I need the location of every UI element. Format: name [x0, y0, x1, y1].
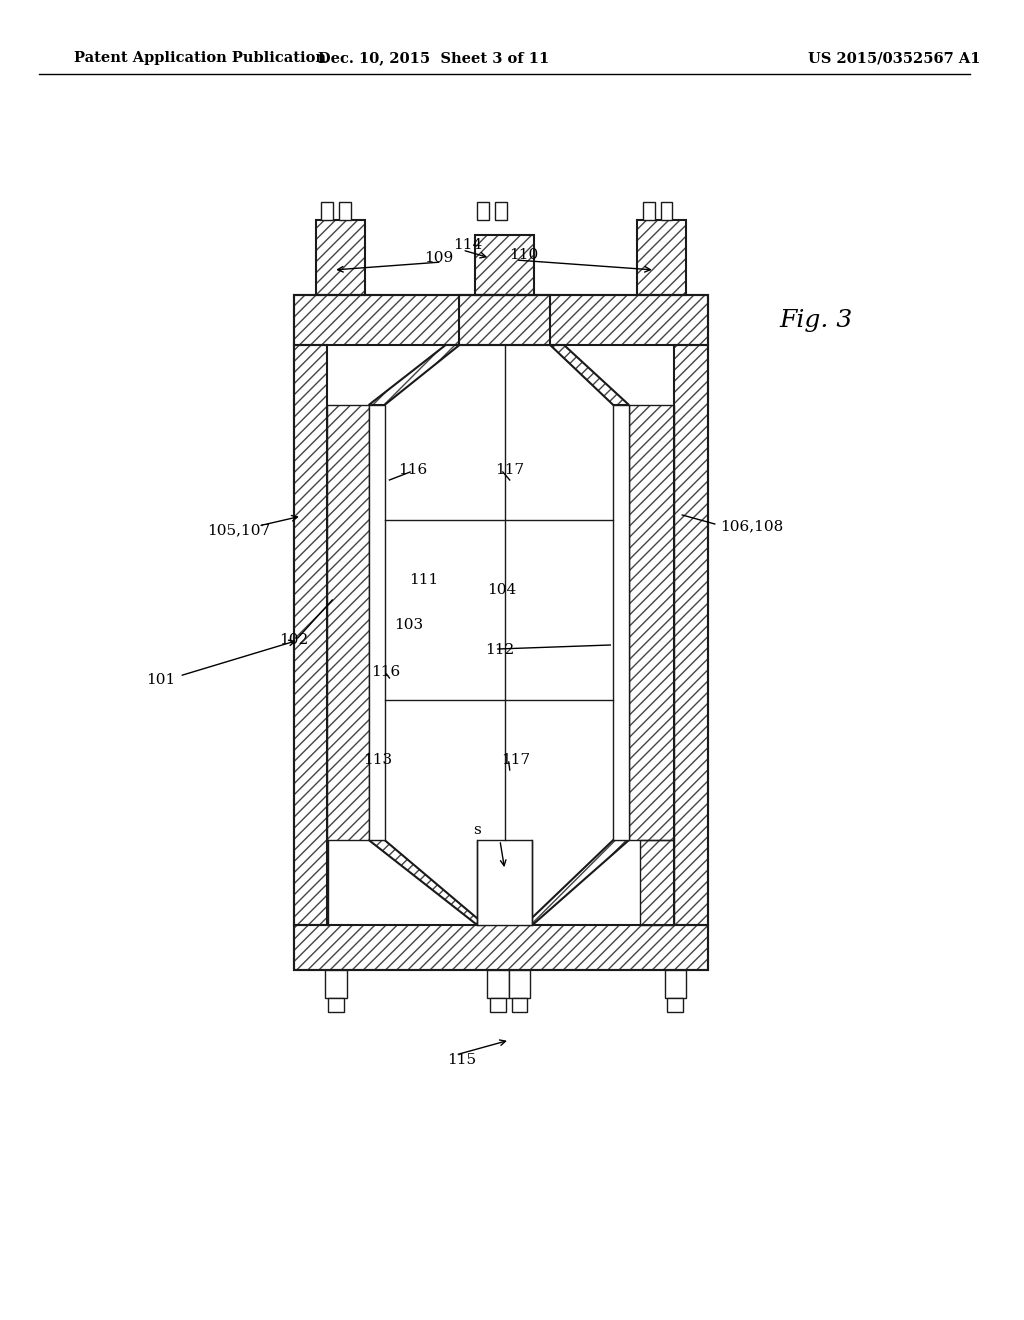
- Bar: [294, 345, 328, 925]
- Bar: [509, 970, 530, 998]
- Text: s: s: [473, 822, 481, 837]
- Polygon shape: [524, 840, 629, 925]
- Bar: [495, 202, 507, 220]
- Bar: [487, 970, 509, 998]
- Text: Patent Application Publication: Patent Application Publication: [74, 51, 326, 65]
- Text: 112: 112: [485, 643, 514, 657]
- Text: 113: 113: [362, 752, 392, 767]
- Bar: [490, 998, 506, 1012]
- Text: 103: 103: [394, 618, 424, 632]
- Bar: [329, 998, 344, 1012]
- Text: 109: 109: [424, 251, 454, 265]
- Bar: [460, 294, 550, 345]
- Text: 115: 115: [447, 1053, 477, 1067]
- Text: 117: 117: [495, 463, 524, 477]
- Bar: [675, 345, 708, 925]
- Bar: [640, 840, 675, 925]
- Bar: [328, 405, 369, 840]
- Bar: [477, 202, 489, 220]
- Bar: [294, 294, 708, 345]
- Bar: [339, 202, 351, 220]
- Bar: [294, 925, 708, 970]
- Text: 102: 102: [279, 634, 308, 647]
- Text: 111: 111: [410, 573, 438, 587]
- Bar: [460, 294, 550, 345]
- Bar: [315, 220, 365, 294]
- Bar: [328, 405, 369, 840]
- Bar: [294, 294, 708, 345]
- Bar: [665, 970, 686, 998]
- Bar: [629, 405, 675, 840]
- Bar: [294, 925, 708, 970]
- Text: 117: 117: [501, 752, 530, 767]
- Bar: [613, 405, 629, 840]
- Polygon shape: [369, 345, 460, 405]
- Polygon shape: [550, 345, 629, 405]
- Bar: [477, 840, 532, 925]
- Text: Dec. 10, 2015  Sheet 3 of 11: Dec. 10, 2015 Sheet 3 of 11: [318, 51, 550, 65]
- Text: US 2015/0352567 A1: US 2015/0352567 A1: [809, 51, 981, 65]
- Bar: [475, 235, 535, 294]
- Bar: [675, 345, 708, 925]
- Bar: [369, 405, 385, 840]
- Bar: [643, 202, 654, 220]
- Bar: [315, 220, 365, 294]
- Text: 106,108: 106,108: [720, 519, 783, 533]
- Bar: [294, 294, 708, 970]
- Bar: [326, 970, 347, 998]
- Text: 116: 116: [398, 463, 428, 477]
- Text: 116: 116: [371, 665, 400, 678]
- Bar: [637, 220, 686, 294]
- Text: 104: 104: [487, 583, 516, 597]
- Bar: [294, 345, 328, 925]
- Bar: [512, 998, 527, 1012]
- Bar: [640, 840, 675, 925]
- Text: 101: 101: [145, 673, 175, 686]
- Bar: [668, 998, 683, 1012]
- Bar: [629, 405, 675, 840]
- Text: 110: 110: [509, 248, 538, 261]
- Text: 105,107: 105,107: [207, 523, 270, 537]
- Bar: [322, 202, 333, 220]
- Polygon shape: [369, 840, 485, 925]
- Bar: [475, 235, 535, 294]
- Text: 114: 114: [454, 238, 482, 252]
- Bar: [660, 202, 673, 220]
- Bar: [637, 220, 686, 294]
- Text: Fig. 3: Fig. 3: [779, 309, 852, 331]
